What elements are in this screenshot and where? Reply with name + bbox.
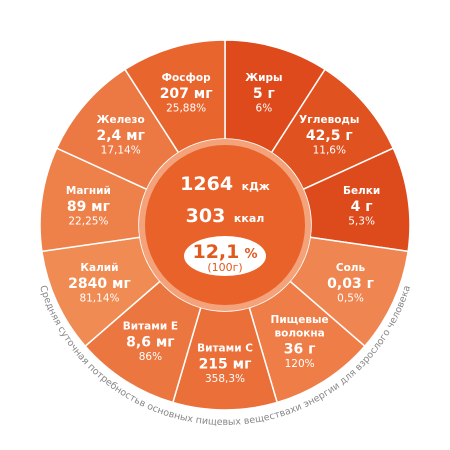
segment-value: 5 г — [253, 86, 275, 102]
segment-value: 2,4 мг — [96, 128, 144, 144]
segment-value: 8,6 мг — [126, 335, 174, 351]
segment-label: Углеводы 42,5 г11,6% — [299, 114, 359, 156]
segment-percent: 358,3% — [205, 373, 245, 385]
energy-kcal-text: 303 ккал — [186, 205, 265, 227]
segment-value: 0,03 г — [327, 276, 374, 292]
segment-name: Фосфор — [162, 72, 211, 84]
segment-label: Жиры 5 г6% — [245, 72, 282, 115]
segment-name: Калий — [80, 262, 118, 274]
segment-value: 207 мг — [160, 86, 213, 102]
segment-percent: 120% — [285, 358, 315, 370]
segment-value: 4 г — [351, 199, 373, 215]
segment-label: Соль 0,03 г0,5% — [327, 262, 374, 305]
segment-label: Белки 4 г5,3% — [343, 185, 380, 228]
segment-percent: 17,14% — [101, 145, 141, 157]
segment-name: Углеводы — [299, 114, 359, 126]
segment-percent: 25,88% — [166, 103, 206, 115]
percent-symbol: % — [244, 247, 257, 262]
segment-value: 2840 мг — [68, 276, 131, 292]
segment-percent: 86% — [139, 351, 162, 363]
energy-kj-value: 1264 — [180, 173, 233, 195]
segment-value: 215 мг — [199, 357, 252, 373]
segment-percent: 5,3% — [348, 215, 375, 227]
segment-percent: 0,5% — [337, 292, 364, 304]
segment-name: волокна — [274, 327, 324, 339]
segment-name: Магний — [66, 185, 111, 197]
segment-percent: 81,14% — [79, 292, 119, 304]
segment-name: Железо — [97, 114, 145, 126]
segment-name: Витами С — [197, 343, 253, 355]
percent-pill — [184, 236, 266, 276]
energy-kj-unit: кДж — [242, 180, 270, 193]
percent-value: 12,1 — [192, 241, 239, 263]
energy-kcal-value: 303 — [186, 205, 226, 227]
labels-layer: Жиры 5 г6% Углеводы 42,5 г11,6% Белки 4 г5,3%… — [66, 72, 380, 385]
segment-value: 42,5 г — [306, 128, 353, 144]
segment-percent: 6% — [256, 103, 273, 115]
segment-name: Соль — [336, 262, 366, 274]
segment-percent: 11,6% — [313, 145, 346, 157]
segment-percent: 22,25% — [68, 215, 108, 227]
energy-kcal-unit: ккал — [234, 212, 264, 225]
segment-name: Пищевые — [271, 314, 329, 326]
segment-name: Витами Е — [123, 321, 178, 333]
percent-note: (100г) — [207, 261, 242, 274]
percent-text: 12,1 % — [192, 241, 257, 263]
segment-name: Жиры — [245, 72, 282, 84]
energy-kj-text: 1264 кДж — [180, 173, 270, 195]
center-circle — [145, 145, 305, 305]
segment-value: 89 мг — [67, 199, 110, 215]
segment-value: 36 г — [284, 341, 316, 357]
segment-name: Белки — [343, 185, 380, 197]
